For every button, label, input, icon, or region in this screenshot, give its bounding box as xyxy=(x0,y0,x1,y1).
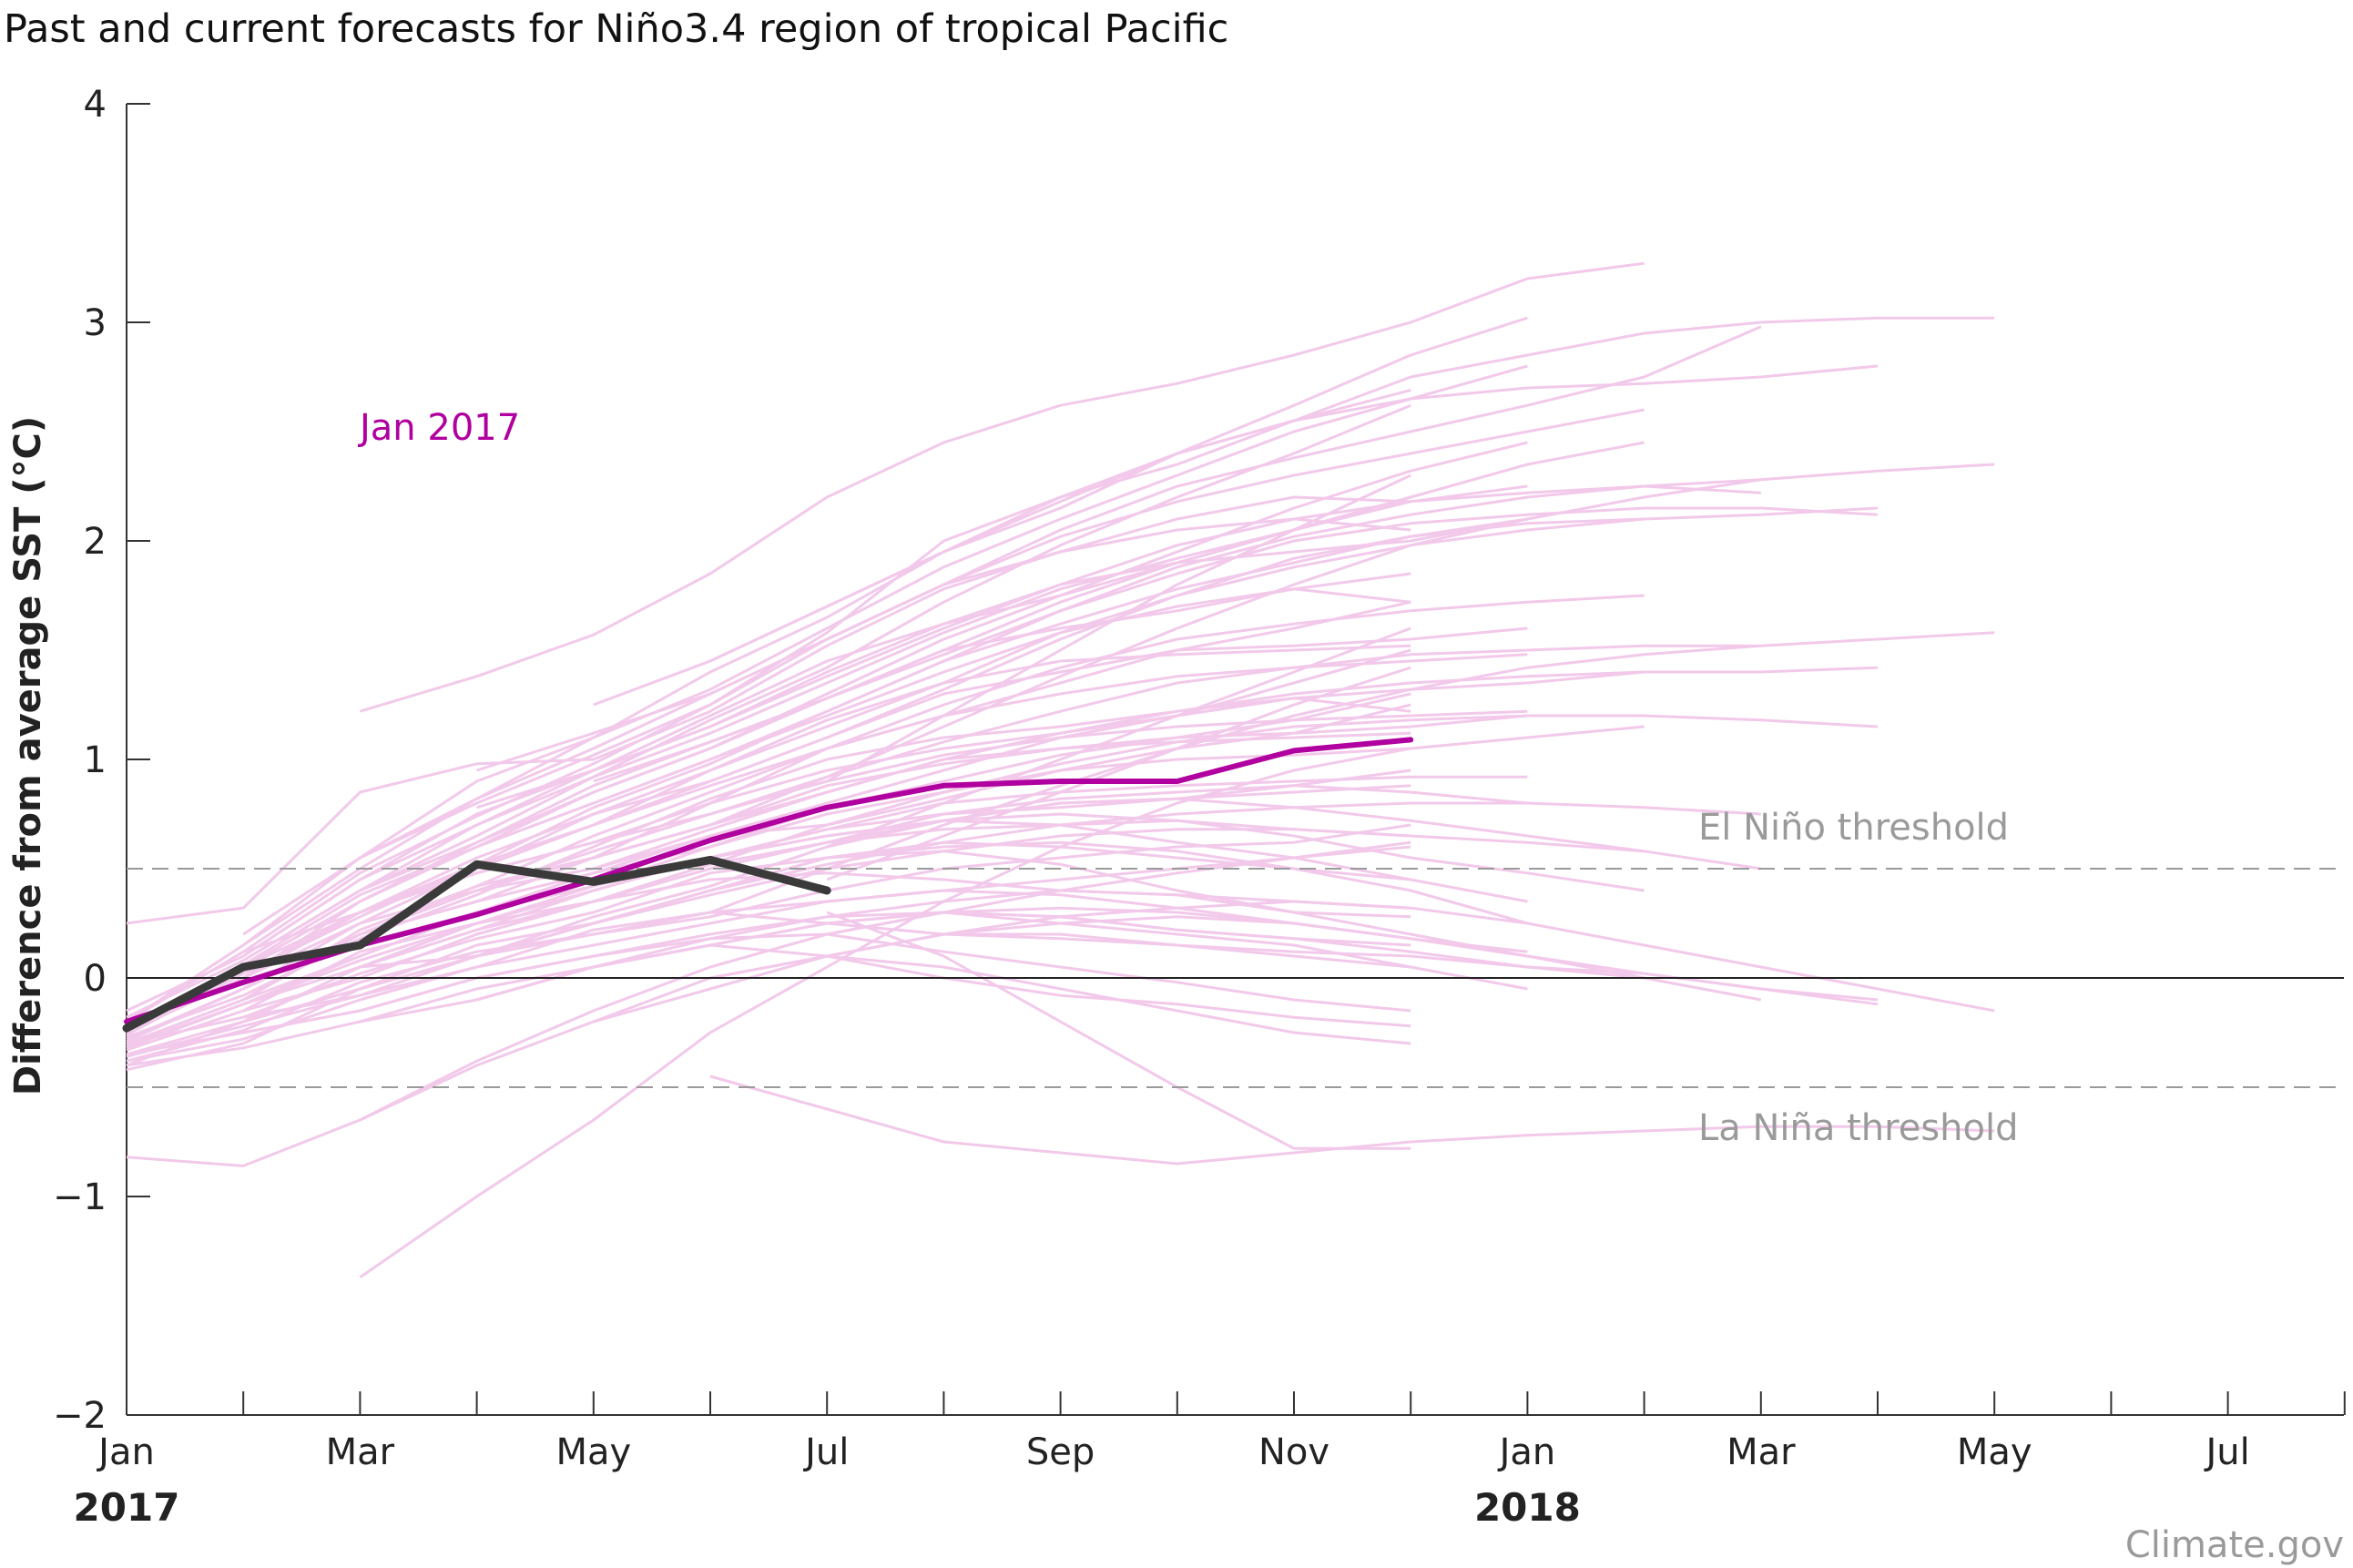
ensemble-member-line xyxy=(593,506,1879,827)
ensemble-member-line xyxy=(359,594,1645,936)
year-label: 2018 xyxy=(1474,1485,1581,1530)
ensemble-member-line xyxy=(242,911,1528,1034)
axes: −2 −1 0 1 2 3 4 Jan Mar May Jul Sep Nov Jan Mar May Jul 2… xyxy=(53,84,2346,1530)
y-tick-label: −1 xyxy=(53,1176,107,1218)
ensemble-member-line xyxy=(826,666,1411,881)
year-label: 2017 xyxy=(74,1485,180,1530)
ensemble-member-line xyxy=(827,954,1411,1045)
ensemble-member-line xyxy=(126,495,1411,925)
ensemble-member-line xyxy=(826,473,1411,783)
ensemble-member-line xyxy=(826,911,1411,1150)
ensemble-member-line xyxy=(709,900,1995,1013)
y-tick-label: 1 xyxy=(84,739,107,781)
ensemble-member-line xyxy=(826,626,1411,849)
y-tick-label: −2 xyxy=(53,1395,107,1437)
ensemble-member-line xyxy=(242,364,1528,947)
ensemble-member-line xyxy=(242,775,1528,1006)
ensemble-member-line xyxy=(476,801,1761,958)
ensemble-member-line xyxy=(593,714,1879,903)
ensemble-member-line xyxy=(126,572,1411,1034)
ensemble-member-line xyxy=(126,517,1411,1023)
ensemble-member-line xyxy=(359,725,1645,1279)
ensemble-member-line xyxy=(476,797,1762,936)
x-tick-label: Mar xyxy=(1727,1431,1796,1473)
ensemble-member-line xyxy=(242,517,1528,958)
ensemble-member-line xyxy=(826,840,1411,936)
la-nina-threshold-label: La Niña threshold xyxy=(1698,1107,2019,1149)
ensemble-member-line xyxy=(709,463,1995,827)
ensemble-member-line xyxy=(476,478,1761,809)
ensemble-member-line xyxy=(709,316,1995,663)
y-axis-title: Difference from average SST (°C) xyxy=(7,416,49,1095)
x-tick-label: May xyxy=(1957,1431,2032,1473)
y-tick-label: 2 xyxy=(84,521,107,563)
ensemble-member-line xyxy=(359,408,1645,860)
x-tick-label: Nov xyxy=(1258,1431,1329,1473)
y-tick-label: 0 xyxy=(84,958,107,1000)
ensemble-member-line xyxy=(359,261,1645,713)
ensemble-member-line xyxy=(593,666,1879,871)
x-tick-label: Jul xyxy=(2203,1431,2249,1473)
ensemble-member-line xyxy=(476,484,1761,849)
ensemble-member-line xyxy=(242,626,1528,980)
y-tick-label: 3 xyxy=(84,302,107,344)
ensemble-member-line xyxy=(359,932,1645,1122)
ensemble-member-line xyxy=(242,316,1528,936)
el-nino-threshold-label: El Niño threshold xyxy=(1698,807,2009,849)
ensemble-member-line xyxy=(476,644,1761,892)
x-tick-label: Jan xyxy=(96,1431,155,1473)
ensemble-member-line xyxy=(593,915,1879,1023)
x-tick-label: Sep xyxy=(1026,1431,1095,1473)
ensemble-member-line xyxy=(359,441,1645,892)
credit-label: Climate.gov xyxy=(2125,1524,2344,1566)
x-tick-label: Mar xyxy=(326,1431,395,1473)
chart-title: Past and current forecasts for Niño3.4 r… xyxy=(4,6,1228,52)
forecast-series-label: Jan 2017 xyxy=(357,407,520,449)
x-tick-label: Jul xyxy=(802,1431,849,1473)
observed-line xyxy=(122,855,831,1033)
ensemble-member-line xyxy=(476,325,1762,772)
ensemble-member-line xyxy=(359,517,1645,914)
ensemble-member-line xyxy=(242,441,1528,969)
main-series xyxy=(122,737,1414,1033)
y-tick-label: 4 xyxy=(84,84,107,126)
x-tick-label: Jan xyxy=(1497,1431,1556,1473)
ensemble-member-line xyxy=(593,364,1879,707)
ensemble-member-line xyxy=(126,692,1411,1050)
ensemble-member-line xyxy=(359,812,1645,969)
x-tick-label: May xyxy=(555,1431,631,1473)
ensemble-member-line xyxy=(709,631,1995,914)
